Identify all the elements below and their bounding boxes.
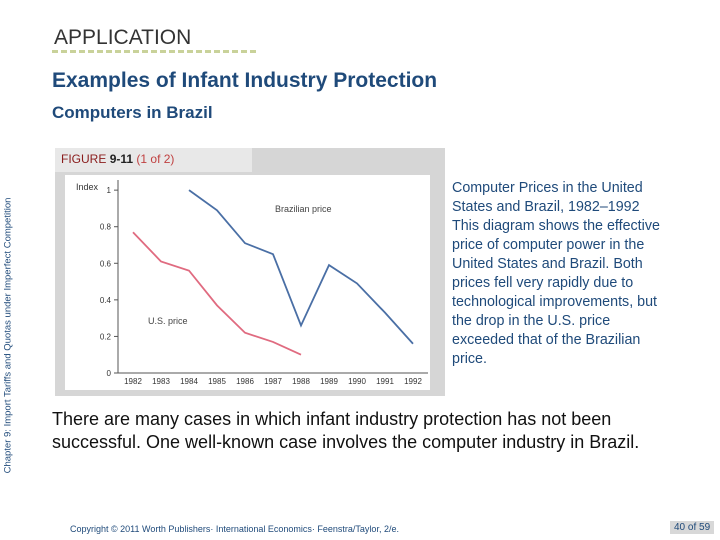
- title: Examples of Infant Industry Protection: [52, 69, 438, 92]
- x-tick-label: 1988: [292, 377, 310, 386]
- x-tick-label: 1982: [124, 377, 142, 386]
- series-line: [188, 189, 414, 345]
- figure-number: 9-11: [109, 152, 134, 166]
- figure-part: (1 of 2): [136, 152, 175, 166]
- x-tick-label: 1983: [152, 377, 170, 386]
- figure-caption: Computer Prices in the United States and…: [452, 180, 660, 367]
- figure-label-box: FIGURE 9-11 (1 of 2): [55, 148, 252, 172]
- x-tick-label: 1986: [236, 377, 254, 386]
- figure-label: FIGURE: [61, 152, 107, 166]
- page-number: 40 of 59: [670, 521, 715, 534]
- x-tick-label: 1984: [180, 377, 198, 386]
- y-axis-label: Index: [76, 182, 99, 192]
- y-tick-label: 0: [107, 369, 112, 378]
- copyright: Copyright © 2011 Worth Publishers· Inter…: [70, 524, 399, 534]
- x-tick-label: 1987: [264, 377, 282, 386]
- x-tick-label: 1989: [320, 377, 338, 386]
- y-tick-label: 0.2: [100, 332, 112, 341]
- chart-box: [65, 175, 430, 390]
- body-text: There are many cases in which infant ind…: [52, 409, 640, 452]
- series-line: [132, 231, 302, 356]
- y-tick-label: 0.6: [100, 259, 112, 268]
- x-tick-label: 1992: [404, 377, 422, 386]
- y-tick-label: 1: [107, 186, 112, 195]
- header-label: APPLICATION: [52, 26, 256, 53]
- subtitle: Computers in Brazil: [52, 103, 213, 122]
- series-label: Brazilian price: [275, 204, 332, 214]
- x-tick-label: 1991: [376, 377, 394, 386]
- x-tick-label: 1990: [348, 377, 366, 386]
- y-tick-label: 0.8: [100, 223, 112, 232]
- series-label: U.S. price: [148, 316, 188, 326]
- x-tick-label: 1985: [208, 377, 226, 386]
- y-tick-label: 0.4: [100, 296, 112, 305]
